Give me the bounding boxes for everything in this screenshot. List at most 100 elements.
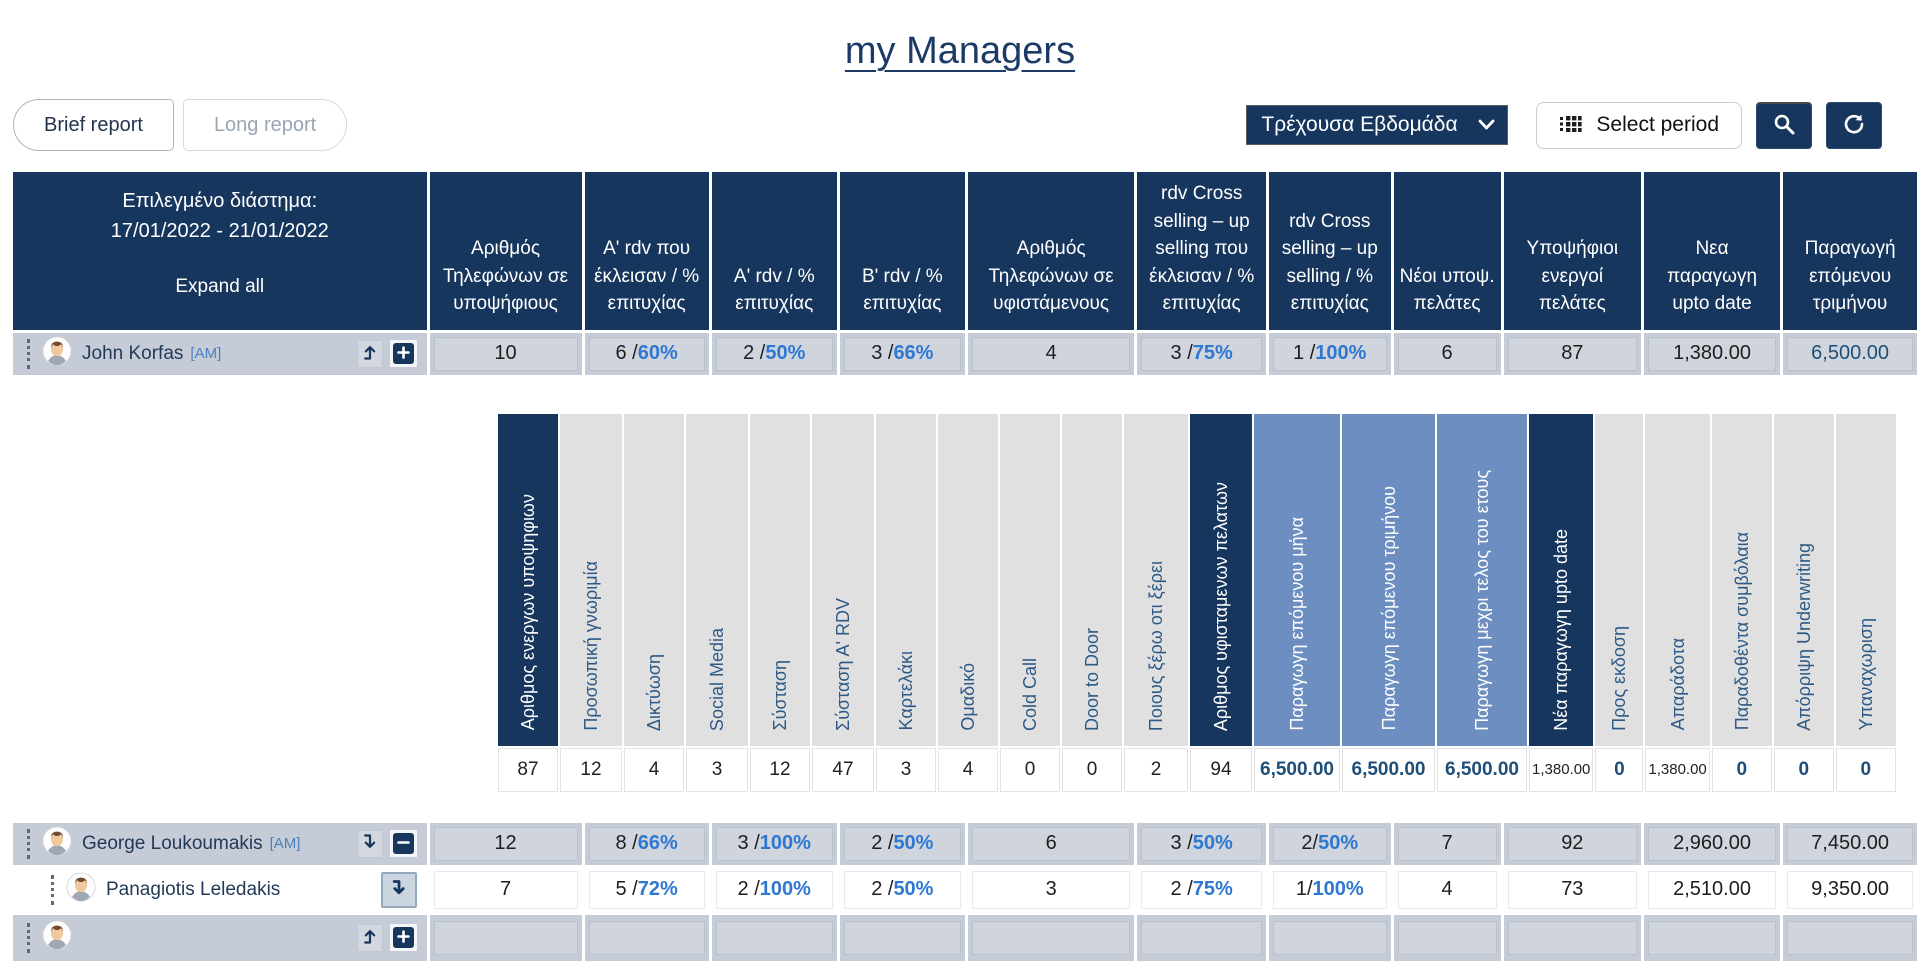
- cell-value: 2,960.00: [1647, 826, 1777, 861]
- expand-row-button[interactable]: [392, 343, 414, 365]
- value-cell: [429, 914, 582, 961]
- cell-number: 2 /: [743, 342, 766, 365]
- cell-value: 8 / 66%: [588, 826, 705, 861]
- subtable-column-header: Social Media: [686, 413, 748, 746]
- cell-number: 2 /: [871, 878, 894, 901]
- cell-percent: 50%: [1192, 832, 1233, 855]
- collapse-row-button[interactable]: [392, 833, 414, 855]
- subtable-column-label: Απόρριψη Underwriting: [1793, 542, 1814, 731]
- brief-report-button[interactable]: Brief report: [13, 99, 174, 151]
- refresh-icon: [1842, 112, 1866, 139]
- cell-value: 9,350.00: [1787, 870, 1913, 909]
- expand-all-link[interactable]: Expand all: [175, 276, 265, 297]
- cell-value: 1 / 100%: [1272, 336, 1387, 371]
- arrow-down-icon: [388, 877, 410, 902]
- toolbar: Brief report Long report Τρέχουσα Εβδομά…: [13, 99, 1882, 151]
- selected-range-value: 17/01/2022 - 21/01/2022: [110, 220, 329, 242]
- value-cell: 2 / 50%: [839, 822, 965, 865]
- cell-number: 2 /: [1170, 878, 1193, 901]
- chevron-down-icon: [1478, 113, 1495, 137]
- cell-value: 12: [433, 826, 578, 861]
- cell-value: [433, 920, 578, 955]
- managers-table: Επιλεγμένο διάστημα: 17/01/2022 - 21/01/…: [10, 169, 1920, 964]
- refresh-button[interactable]: [1826, 101, 1882, 149]
- column-header-11: Παραγωγή επόμενου τριμήνου: [1783, 172, 1917, 330]
- search-button[interactable]: [1756, 101, 1812, 149]
- drag-handle[interactable]: [27, 338, 33, 369]
- subtable-value-cell: 2: [1124, 747, 1188, 792]
- row-name-layout: Panagiotis Leledakis: [13, 868, 427, 912]
- value-cell: 3 / 66%: [839, 332, 965, 375]
- subtable-column-label: Social Media: [707, 627, 727, 731]
- subtable-column-label: Παραγωγη μεχρι τελος του ετους: [1472, 469, 1492, 731]
- row-row: [13, 914, 1917, 961]
- cell-number: 6: [1441, 342, 1453, 365]
- period-dropdown[interactable]: Τρέχουσα Εβδομάδα: [1246, 105, 1509, 145]
- value-cell: 87: [1503, 332, 1641, 375]
- subtable-column-header: Door to Door: [1062, 413, 1122, 746]
- person-name: Panagiotis Leledakis: [106, 878, 281, 900]
- cell-number: 4: [1045, 342, 1057, 365]
- cell-value: 6: [1397, 336, 1497, 371]
- value-cell: 6 / 60%: [584, 332, 709, 375]
- cell-value: [971, 920, 1131, 955]
- drag-handle[interactable]: [51, 874, 57, 905]
- subtable-column-header: Αριθμος ενεργων υποψηφιων: [498, 413, 558, 746]
- row-name-cell[interactable]: Panagiotis Leledakis: [13, 867, 427, 912]
- long-report-button[interactable]: Long report: [182, 99, 348, 151]
- avatar: [42, 336, 72, 371]
- cell-number: 2 /: [737, 878, 760, 901]
- value-cell: 2 / 50%: [711, 332, 837, 375]
- cell-value: 6 / 60%: [588, 336, 705, 371]
- subtable-column-label: Δικτύωση: [644, 653, 664, 731]
- value-cell: 12: [429, 822, 582, 865]
- cell-value: 73: [1507, 870, 1637, 909]
- column-header-7: rdv Cross selling – up selling / % επιτυ…: [1268, 172, 1391, 330]
- cell-number: 4: [1441, 878, 1453, 901]
- sort-arrow-down-button[interactable]: [356, 829, 383, 858]
- cell-number: 3 /: [737, 832, 760, 855]
- select-period-button[interactable]: Select period: [1536, 101, 1742, 149]
- subtable-value-cell: 12: [560, 747, 622, 792]
- subtable-value-cell: 3: [686, 747, 748, 792]
- subtable-column-header: Ποιους ξέρω οτι ξέρει: [1124, 413, 1188, 746]
- row-name-cell[interactable]: George Loukoumakis [AM]: [13, 822, 427, 865]
- cell-value: 6: [971, 826, 1131, 861]
- sort-arrow-up-button[interactable]: [356, 339, 383, 368]
- subtable-column-label: Σύσταση: [770, 660, 790, 731]
- plus-icon: [396, 929, 410, 946]
- subtable-column-label: Υπαναχωριση: [1855, 618, 1876, 731]
- value-cell: 6: [967, 822, 1135, 865]
- cell-value: 2 / 50%: [843, 870, 961, 909]
- value-cell: 8 / 66%: [584, 822, 709, 865]
- report-toggle: Brief report Long report: [13, 99, 348, 151]
- cell-number: 1 /: [1293, 342, 1316, 365]
- cell-number: 7: [499, 878, 512, 901]
- subtable-column-header: Παραγωγη επόμενου μήνα: [1254, 413, 1340, 746]
- person-name: John Korfas: [82, 342, 184, 364]
- cell-number: 3 /: [871, 342, 894, 365]
- subtable-column-header: Δικτύωση: [624, 413, 684, 746]
- subtable-value-cell: 47: [812, 747, 874, 792]
- sort-arrow-down-button[interactable]: [380, 871, 417, 908]
- cell-number: 6,500.00: [1811, 342, 1889, 365]
- subtable-column-header: Ομαδικό: [938, 413, 998, 746]
- row-name-cell[interactable]: [13, 914, 427, 961]
- subtable-column-header: Απόρριψη Underwriting: [1773, 413, 1834, 746]
- sort-arrow-up-button[interactable]: [356, 923, 383, 952]
- subtable-column-label: Παραγωγη επόμενου μήνα: [1287, 517, 1307, 731]
- value-cell: [711, 914, 837, 961]
- value-cell: 3 / 100%: [711, 822, 837, 865]
- cell-percent: 50%: [893, 832, 934, 855]
- drag-handle[interactable]: [27, 922, 33, 953]
- value-cell: 7: [1393, 822, 1501, 865]
- cell-value: 3 / 100%: [715, 826, 833, 861]
- subtable-value-cell: 0: [1711, 747, 1772, 792]
- column-header-6: rdv Cross selling – up selling που έκλει…: [1137, 172, 1266, 330]
- cell-value: 3 / 50%: [1141, 826, 1262, 861]
- cell-percent: 50%: [893, 878, 934, 901]
- value-cell: 92: [1503, 822, 1641, 865]
- row-name-cell[interactable]: John Korfas [AM]: [13, 332, 427, 375]
- expand-row-button[interactable]: [392, 927, 414, 949]
- drag-handle[interactable]: [27, 828, 33, 859]
